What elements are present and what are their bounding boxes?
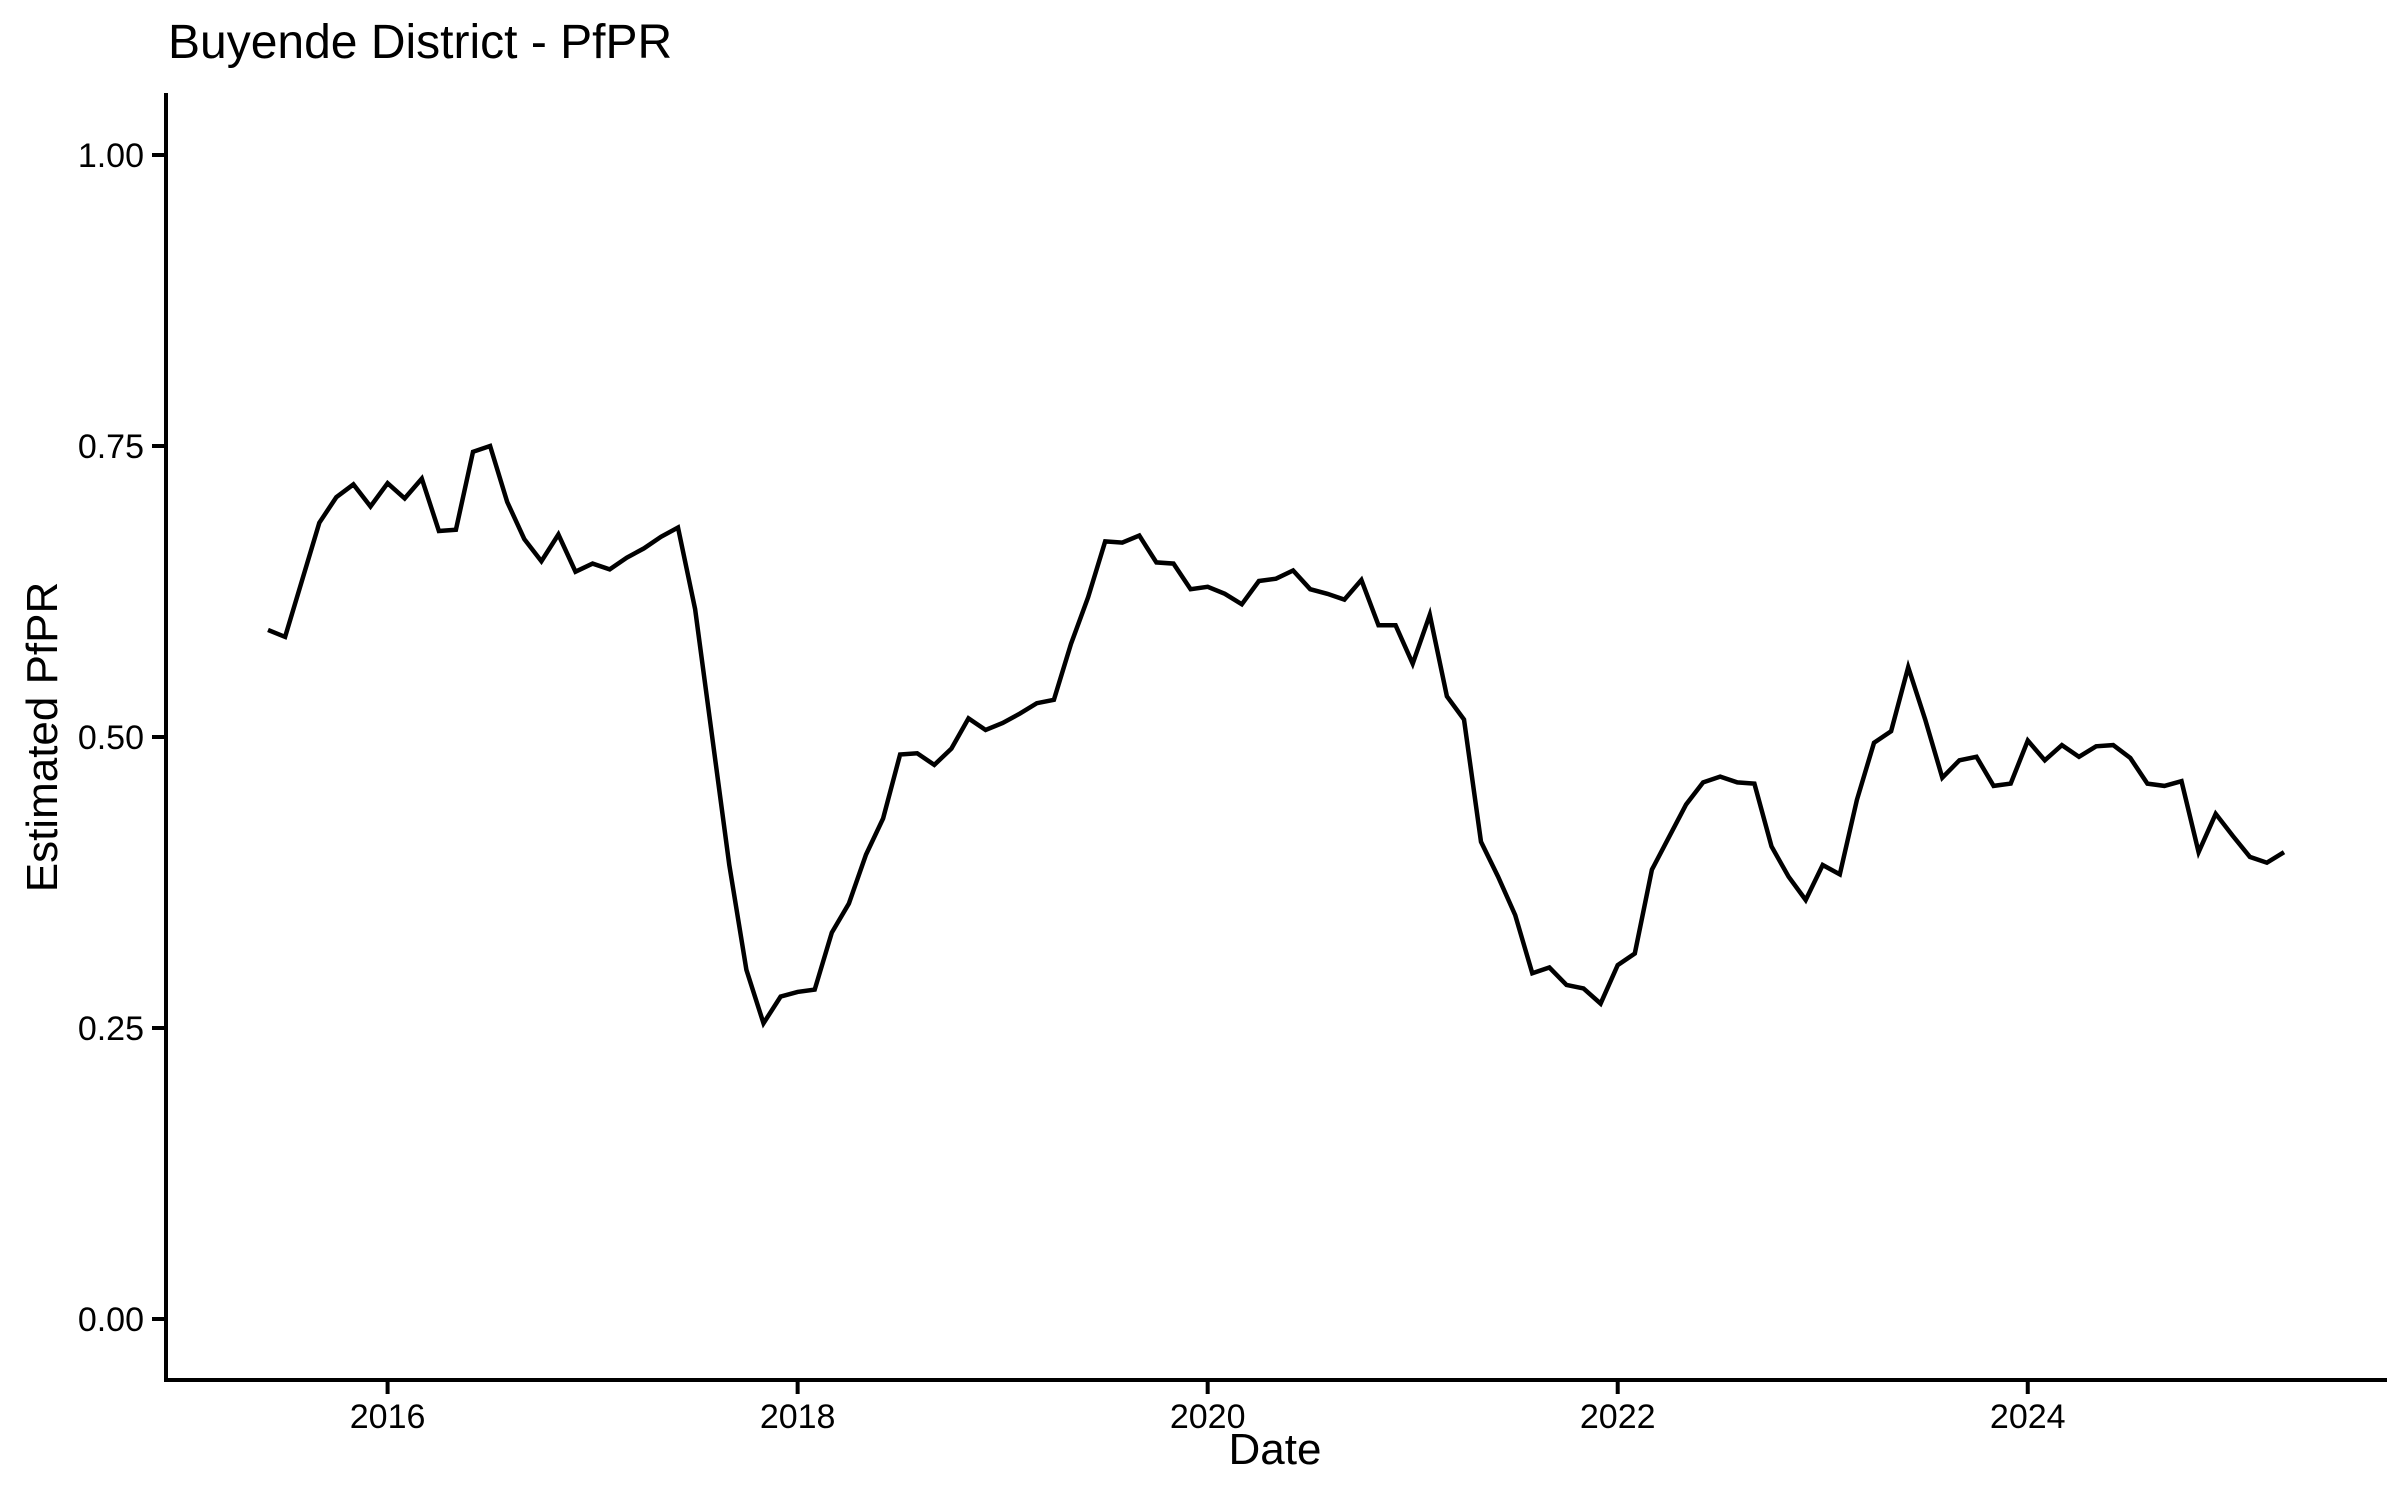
y-tick-label: 0.00: [78, 1301, 144, 1339]
data-line: [267, 443, 2286, 1029]
x-tick-label: 2016: [350, 1398, 426, 1436]
x-tick-label: 2024: [1990, 1398, 2066, 1436]
data-series: [267, 443, 2286, 1029]
plot-title: Buyende District - PfPR: [168, 16, 672, 69]
y-axis-ticks: 0.00 0.25 0.50 0.75 1.00: [78, 137, 166, 1339]
y-tick-label: 0.50: [78, 719, 144, 757]
y-axis-label: Estimated PfPR: [18, 582, 67, 893]
x-axis-label: Date: [1229, 1425, 1322, 1474]
x-axis-ticks: 2016 2018 2020 2022 2024: [350, 1380, 2066, 1436]
y-tick-label: 0.75: [78, 428, 144, 466]
y-tick-label: 1.00: [78, 137, 144, 175]
x-tick-label: 2018: [760, 1398, 836, 1436]
y-tick-label: 0.25: [78, 1010, 144, 1048]
x-tick-label: 2020: [1170, 1398, 1246, 1436]
x-tick-label: 2022: [1580, 1398, 1656, 1436]
axis-lines: [164, 93, 2387, 1382]
